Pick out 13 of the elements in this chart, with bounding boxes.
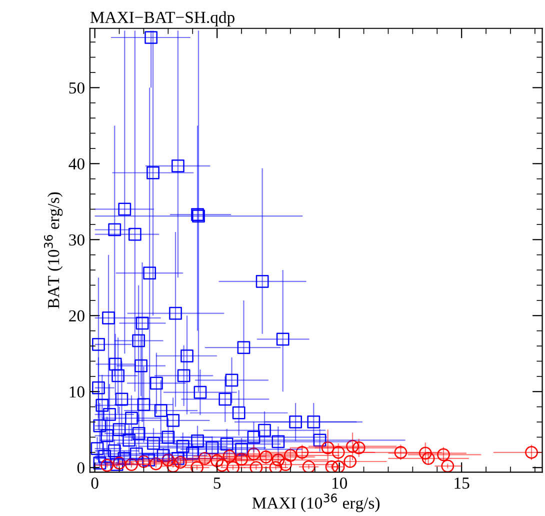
y-tick-label: 20 [69,310,84,322]
y-tick-label: 40 [68,158,84,170]
x-tick-label: 15 [454,478,470,489]
chart-title: MAXI−BAT−SH.qdp [90,11,234,26]
y-tick-label: 10 [70,386,84,398]
x-axis-title: MAXI (10$^{36}$ erg/s) [252,494,380,512]
y-axis-title: BAT (10$^{36}$ erg/s) [44,192,63,308]
x-tick-label: 5 [214,478,221,489]
x-tick-label: 0 [91,477,98,489]
y-tick-label: 50 [69,82,84,94]
x-tick-label: 10 [332,477,348,489]
y-tick-label: 0 [77,462,84,474]
y-tick-label: 30 [69,234,84,246]
